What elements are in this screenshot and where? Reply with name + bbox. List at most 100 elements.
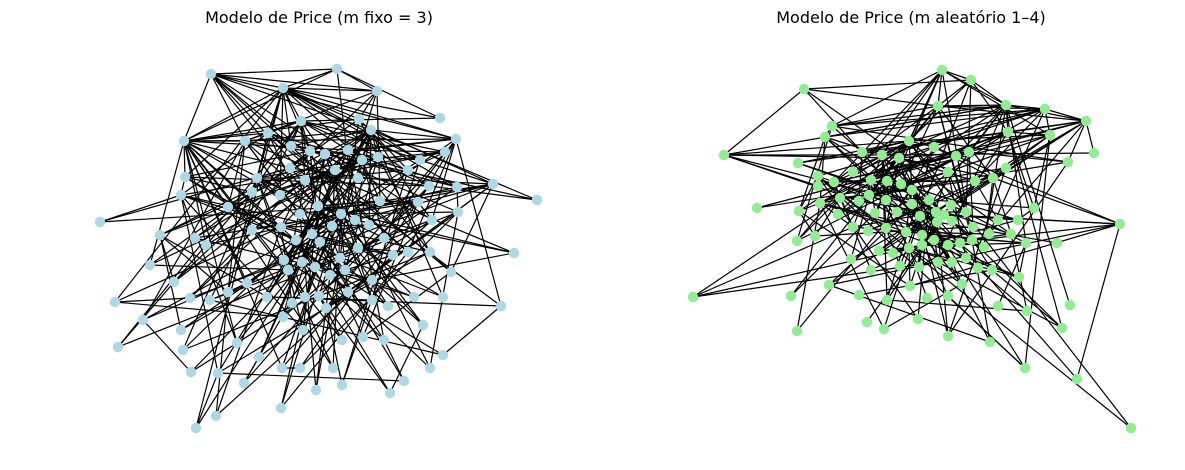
- right-graph-node: [1000, 99, 1012, 111]
- right-graph-edge: [819, 136, 826, 204]
- right-graph-edge: [974, 180, 999, 221]
- left-graph-node: [282, 264, 294, 276]
- left-graph-node: [398, 375, 410, 387]
- left-graph-edge: [195, 87, 284, 429]
- right-graph-edge: [798, 136, 826, 212]
- left-graph-edge: [173, 129, 372, 283]
- right-graph-node: [950, 150, 962, 162]
- left-graph-node: [184, 292, 196, 304]
- right-graph-node: [904, 280, 916, 292]
- left-graph-node: [366, 274, 378, 286]
- left-graph-node: [372, 151, 384, 163]
- right-graph-edge: [790, 212, 876, 297]
- right-graph-edge: [900, 105, 939, 185]
- right-graph-node: [987, 172, 999, 184]
- left-graph-edge: [389, 324, 424, 394]
- left-graph-edge: [299, 211, 459, 369]
- left-graph-edge: [180, 194, 238, 344]
- left-graph-edge: [354, 219, 431, 369]
- right-graph-edge: [858, 269, 993, 296]
- right-graph-node: [1013, 271, 1025, 283]
- right-graph-edge: [831, 105, 939, 127]
- right-graph-node: [942, 166, 954, 178]
- left-graph-node: [210, 410, 222, 422]
- left-graph-network: [94, 63, 543, 434]
- left-graph-edge: [194, 129, 372, 239]
- left-graph-edge: [210, 73, 409, 253]
- left-graph-edge: [195, 261, 303, 429]
- right-graph-node: [930, 206, 942, 218]
- left-graph-node: [335, 208, 347, 220]
- right-graph-node: [936, 64, 948, 76]
- right-graph-node: [1064, 299, 1076, 311]
- left-graph-edge: [267, 132, 459, 213]
- right-graph-edge: [796, 69, 943, 242]
- right-graph-edge: [947, 161, 1069, 337]
- left-graph-node: [286, 297, 298, 309]
- left-graph-edge: [370, 129, 538, 201]
- left-graph-node: [312, 200, 324, 212]
- right-graph-node: [1056, 322, 1068, 334]
- left-graph-node: [324, 269, 336, 281]
- right-graph-node: [847, 221, 859, 233]
- left-graph-edge: [280, 226, 431, 369]
- right-graph-edge: [803, 88, 1012, 235]
- right-graph-node: [923, 194, 935, 206]
- left-graph-node: [94, 216, 106, 228]
- left-graph-edge: [371, 252, 515, 281]
- left-graph-edge: [371, 279, 424, 326]
- right-graph-node: [1088, 147, 1100, 159]
- right-graph-edge: [1024, 134, 1051, 369]
- right-graph-node: [1062, 156, 1074, 168]
- left-graph-node: [342, 286, 354, 298]
- right-graph-node: [992, 214, 1004, 226]
- left-graph-node: [297, 324, 309, 336]
- right-graph-node: [1044, 129, 1056, 141]
- left-graph-edge: [347, 149, 446, 153]
- left-graph-node: [487, 178, 499, 190]
- left-graph-node: [374, 195, 386, 207]
- left-graph-node: [327, 362, 339, 374]
- right-graph-node: [814, 197, 826, 209]
- left-graph-edge: [142, 319, 192, 373]
- left-graph-edge: [317, 205, 341, 259]
- right-graph-edge: [968, 151, 974, 228]
- left-graph-edge: [347, 149, 385, 341]
- right-graph-node: [1071, 373, 1083, 385]
- left-graph-edge: [210, 73, 246, 142]
- left-graph-edge: [299, 213, 317, 391]
- right-graph-node: [792, 157, 804, 169]
- right-graph-edge: [819, 202, 885, 330]
- right-graph-node: [942, 330, 954, 342]
- left-graph-node: [178, 135, 190, 147]
- right-graph-edge: [1067, 120, 1087, 163]
- left-graph-node: [177, 344, 189, 356]
- left-graph-node: [336, 334, 348, 346]
- right-graph-node: [914, 210, 926, 222]
- right-graph-node: [1114, 218, 1126, 230]
- right-graph-edge: [992, 177, 1121, 225]
- left-graph-node: [495, 300, 507, 312]
- left-graph-node: [309, 261, 321, 273]
- right-graph-node: [1021, 305, 1033, 317]
- left-graph-edge: [117, 120, 302, 348]
- right-graph-node: [880, 222, 892, 234]
- right-graph-node: [880, 194, 892, 206]
- right-graph-edge: [941, 69, 991, 343]
- left-graph-node: [434, 112, 446, 124]
- right-graph-node: [921, 292, 933, 304]
- right-graph-network: [687, 64, 1137, 434]
- right-graph-edge: [790, 157, 900, 297]
- right-graph-edge: [723, 104, 1007, 156]
- left-graph-edge: [149, 156, 379, 266]
- left-graph-edge: [370, 129, 457, 140]
- left-graph-node: [261, 291, 273, 303]
- left-graph-node: [290, 234, 302, 246]
- left-graph-edge: [301, 261, 415, 298]
- left-graph-node: [175, 189, 187, 201]
- right-graph-edge: [937, 105, 1087, 122]
- left-graph-edge: [159, 234, 229, 293]
- right-graph-edge: [947, 131, 1009, 173]
- right-graph-node: [960, 252, 972, 264]
- right-graph-node: [793, 205, 805, 217]
